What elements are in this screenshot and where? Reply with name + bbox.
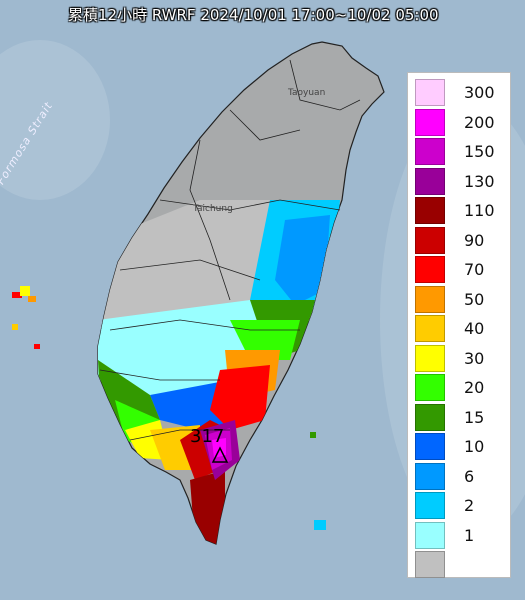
legend-swatch <box>415 167 445 195</box>
offshore-echo <box>34 344 40 349</box>
legend-label: 200 <box>464 112 495 132</box>
legend-swatch <box>415 197 445 224</box>
rain-band-70 <box>210 365 270 430</box>
offshore-echo <box>310 432 316 438</box>
county-borders <box>99 59 361 441</box>
label-taichung: Taichung <box>193 204 233 214</box>
legend: 300 200 150 130 110 90 70 50 40 30 20 15 10 6 2 1 <box>407 72 511 578</box>
legend-label: 6 <box>464 466 475 486</box>
max-marker-icon <box>211 446 229 463</box>
offshore-echo <box>28 296 36 302</box>
legend-swatch <box>415 433 445 460</box>
legend-swatch <box>415 108 445 136</box>
offshore-echo <box>20 286 30 296</box>
legend-swatch <box>415 462 445 490</box>
rain-band-110 <box>190 470 225 544</box>
offshore-echo <box>12 324 18 330</box>
legend-label: 15 <box>464 407 485 427</box>
max-rainfall-value: 317 <box>190 426 225 447</box>
legend-label: 300 <box>464 83 495 102</box>
legend-label: 90 <box>464 230 485 250</box>
legend-label: 10 <box>464 437 485 456</box>
legend-swatch <box>415 521 445 549</box>
legend-swatch <box>415 315 445 342</box>
legend-swatch <box>415 79 445 106</box>
legend-swatch <box>415 492 445 519</box>
legend-label: 50 <box>464 289 485 309</box>
legend-swatch <box>415 374 445 401</box>
offshore-echo <box>12 292 22 298</box>
map-title: 累積12小時 RWRF 2024/10/01 17:00~10/02 05:00 <box>68 6 439 24</box>
rain-band-6 <box>275 215 330 305</box>
legend-label: 130 <box>464 171 495 191</box>
legend-swatch <box>415 344 445 372</box>
legend-label: 2 <box>464 496 475 515</box>
label-taoyuan: Taoyuan <box>288 88 326 98</box>
legend-label: 40 <box>464 319 485 338</box>
legend-swatch <box>415 551 445 578</box>
legend-label: 30 <box>464 348 485 368</box>
legend-swatch <box>415 226 445 254</box>
offshore-echo <box>314 520 326 530</box>
legend-label: 1 <box>464 525 475 545</box>
legend-label: 70 <box>464 260 485 279</box>
legend-swatch <box>415 285 445 313</box>
sea-shading <box>0 40 110 200</box>
legend-label: 150 <box>464 142 495 161</box>
legend-swatch <box>415 403 445 431</box>
legend-label: 110 <box>464 201 495 220</box>
legend-swatch <box>415 256 445 283</box>
legend-swatch <box>415 138 445 165</box>
legend-label: 20 <box>464 378 485 397</box>
